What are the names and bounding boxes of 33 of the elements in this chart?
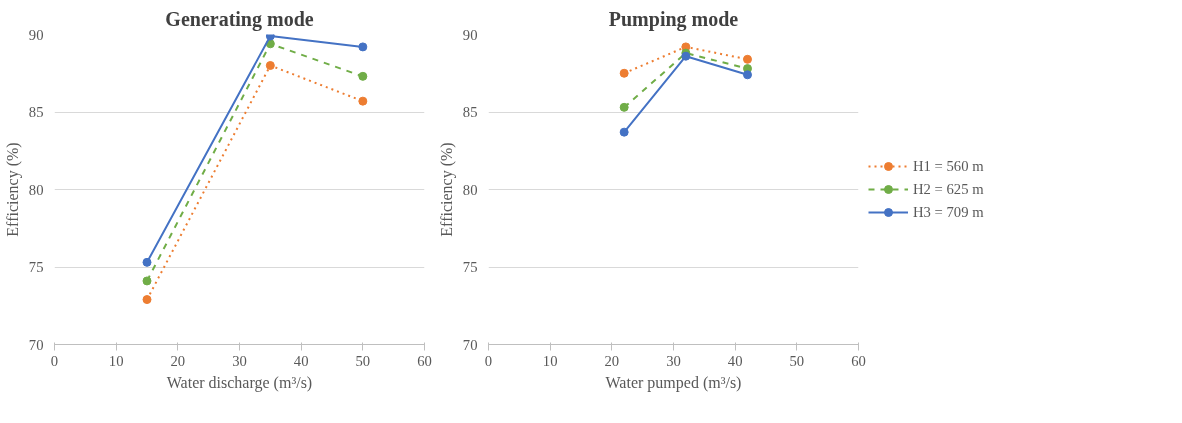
x-tick-label: 40 — [727, 352, 743, 369]
x-axis-title: Water discharge (m³/s) — [166, 373, 313, 392]
x-tick-label: 30 — [232, 352, 247, 369]
chart-title: Pumping mode — [608, 7, 739, 31]
x-tick-label: 50 — [355, 352, 371, 369]
x-tick-label: 0 — [484, 352, 493, 369]
x-axis-title: Water pumped (m³/s) — [605, 373, 742, 392]
y-tick-label: 80 — [28, 181, 44, 198]
y-tick-label: 70 — [462, 336, 478, 353]
y-tick-label: 85 — [28, 104, 44, 120]
x-tick-label: 40 — [293, 352, 309, 369]
x-tick-label: 10 — [108, 352, 124, 369]
y-tick-label: 90 — [28, 26, 44, 43]
chart-title: Generating mode — [165, 7, 314, 31]
y-axis-title: Efficiency (%) — [437, 142, 456, 237]
x-tick-label: 60 — [417, 352, 432, 369]
legend-label: H2 = 625 m — [913, 180, 984, 198]
x-tick-label: 20 — [170, 352, 186, 369]
y-tick-label: 70 — [28, 336, 44, 353]
legend-label: H1 = 560 m — [913, 157, 984, 175]
x-tick-label: 10 — [542, 352, 558, 369]
y-tick-label: 75 — [462, 259, 478, 275]
y-tick-label: 75 — [28, 259, 44, 275]
y-tick-label: 85 — [462, 104, 478, 120]
x-tick-label: 50 — [789, 352, 805, 369]
x-tick-label: 60 — [851, 352, 866, 369]
x-tick-label: 0 — [50, 352, 59, 369]
y-axis-title: Efficiency (%) — [3, 142, 22, 237]
x-tick-label: 30 — [666, 352, 681, 369]
y-tick-label: 80 — [462, 181, 478, 198]
y-tick-label: 90 — [462, 26, 478, 43]
x-tick-label: 20 — [604, 352, 620, 369]
legend-label: H3 = 709 m — [913, 203, 984, 221]
